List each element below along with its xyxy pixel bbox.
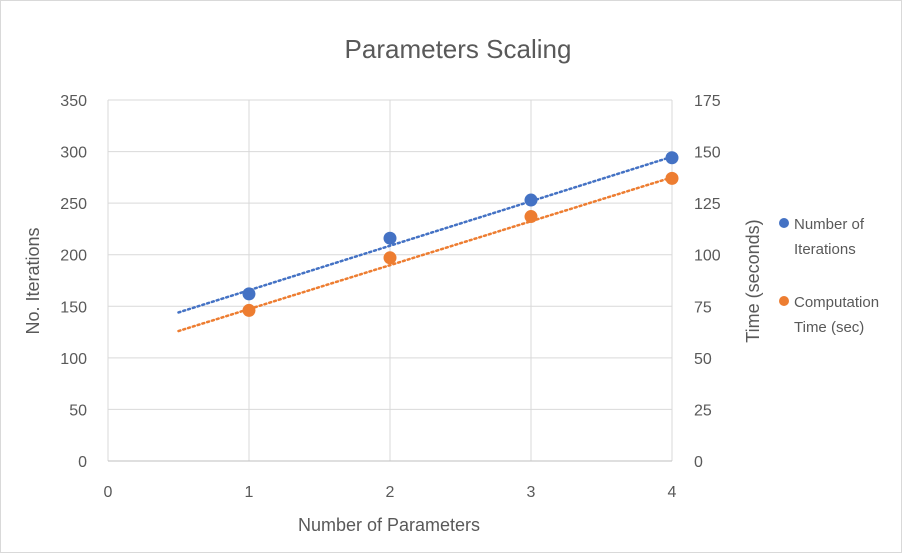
legend-marker: [779, 296, 789, 306]
legend-label: Computation: [794, 294, 879, 311]
data-point: [242, 303, 256, 317]
y2-tick-label: 150: [694, 145, 721, 162]
data-point: [524, 193, 538, 207]
y-axis-ticks: 0 50 100 150 200 250 300 350: [60, 93, 87, 471]
data-point: [242, 287, 256, 301]
x-tick-label: 2: [386, 484, 395, 501]
trendline: [177, 176, 674, 333]
data-point: [383, 231, 397, 245]
y-tick-label: 300: [60, 145, 87, 162]
data-point: [665, 151, 679, 165]
legend-label: Number of: [794, 216, 865, 233]
data-point: [383, 251, 397, 265]
legend-marker: [779, 218, 789, 228]
y2-tick-label: 75: [694, 299, 712, 316]
y-axis-title: No. Iterations: [23, 227, 43, 334]
trendline: [177, 155, 674, 314]
legend: Number of Iterations Computation Time (sec): [779, 216, 879, 336]
y2-tick-label: 25: [694, 402, 712, 419]
y2-tick-label: 125: [694, 196, 721, 213]
y2-tick-label: 50: [694, 351, 712, 368]
y2-axis-title: Time (seconds): [743, 219, 763, 342]
y2-tick-label: 0: [694, 454, 703, 471]
x-tick-label: 4: [668, 484, 677, 501]
y-tick-label: 0: [78, 454, 87, 471]
data-point: [665, 171, 679, 185]
data-point: [524, 210, 538, 224]
y2-tick-label: 175: [694, 93, 721, 110]
x-tick-label: 3: [527, 484, 536, 501]
trendlines: [177, 155, 674, 333]
x-axis-title: Number of Parameters: [298, 515, 480, 535]
x-tick-label: 0: [104, 484, 113, 501]
y-tick-label: 250: [60, 196, 87, 213]
legend-label: Time (sec): [794, 319, 864, 336]
legend-label: Iterations: [794, 241, 856, 258]
grid: [107, 99, 673, 462]
y2-tick-label: 100: [694, 248, 721, 265]
y-tick-label: 50: [69, 402, 87, 419]
y-tick-label: 200: [60, 248, 87, 265]
y2-axis-ticks: 0 25 50 75 100 125 150 175: [694, 93, 721, 471]
x-axis-ticks: 0 1 2 3 4: [104, 484, 677, 501]
y-tick-label: 100: [60, 351, 87, 368]
y-tick-label: 350: [60, 93, 87, 110]
chart-title: Parameters Scaling: [345, 34, 572, 64]
y-tick-label: 150: [60, 299, 87, 316]
x-tick-label: 1: [245, 484, 254, 501]
points: [242, 151, 679, 317]
